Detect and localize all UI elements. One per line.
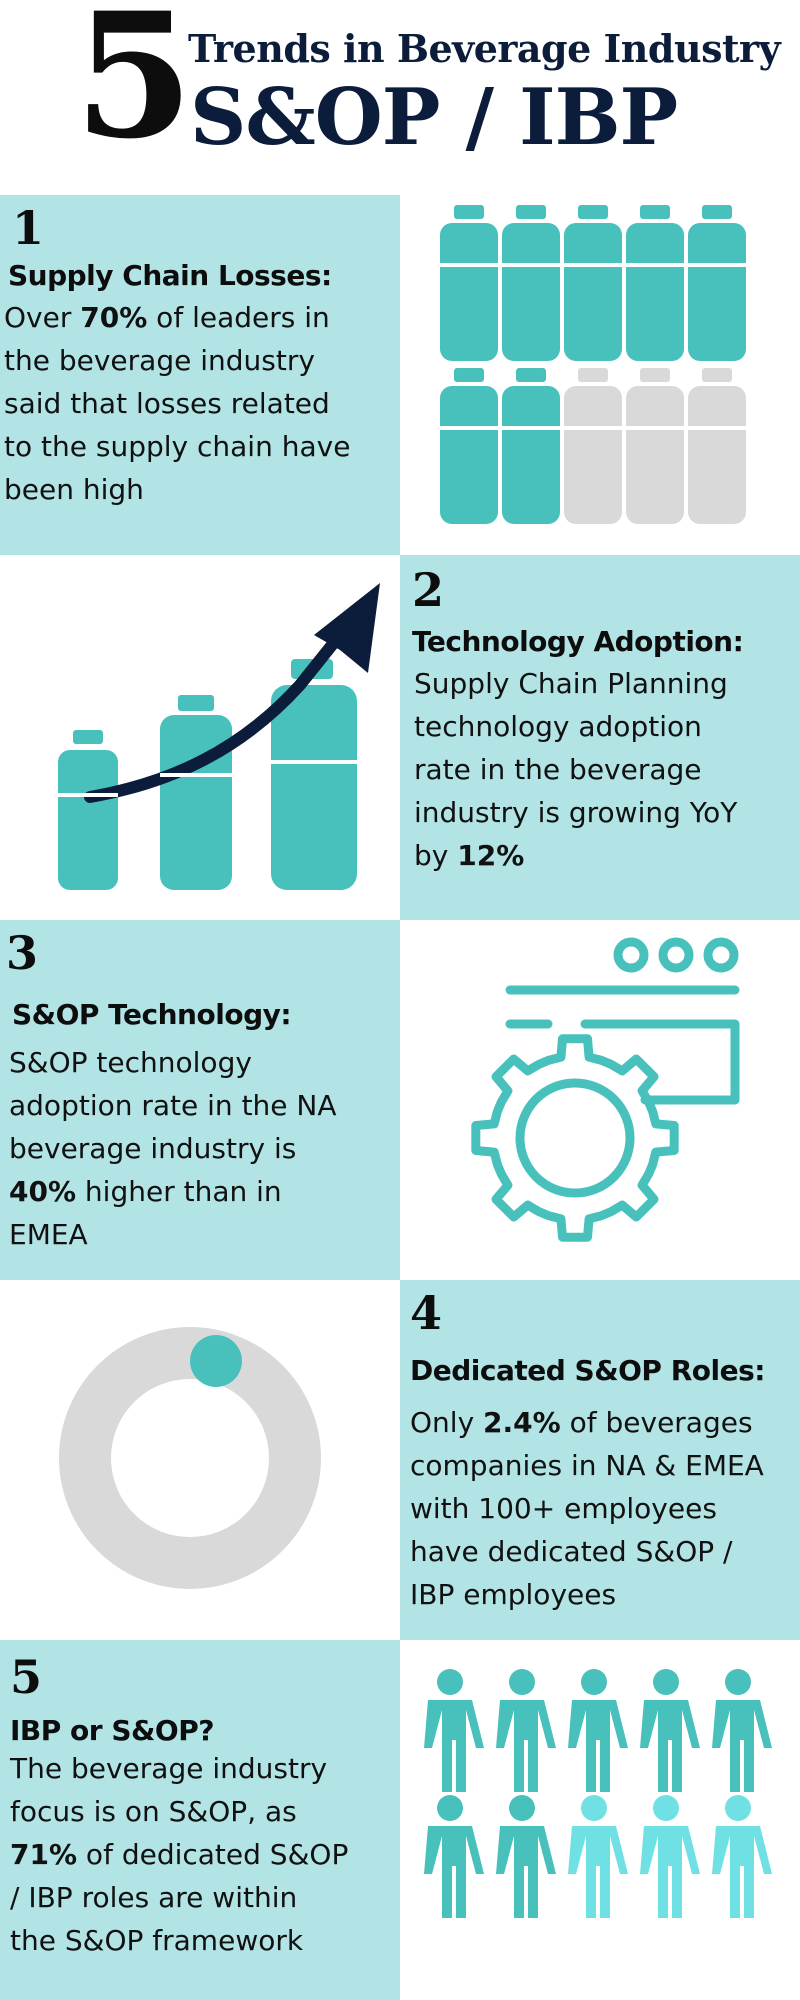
bottle-body	[626, 223, 684, 361]
gear-hole	[515, 1078, 635, 1198]
person-icon	[424, 1669, 484, 1792]
trend-3-graphic-panel	[400, 920, 800, 1280]
person-icon	[640, 1795, 700, 1918]
bottle-body	[564, 386, 622, 524]
bottle-cap	[454, 368, 484, 382]
trend-4-number: 4	[410, 1286, 443, 1340]
trend-2-heading: Technology Adoption:	[412, 625, 744, 658]
trend-5-number: 5	[10, 1650, 43, 1704]
person-icon	[712, 1795, 772, 1918]
trend-2-stat: 12%	[457, 839, 525, 872]
growth-arrow-shaft	[84, 619, 354, 803]
bottle-body	[502, 223, 560, 361]
donut-chart-icon	[59, 1327, 321, 1589]
trend-1-text-panel: 1 Supply Chain Losses: Over 70% of leade…	[0, 195, 400, 555]
window-dot	[658, 937, 694, 973]
bottle-body	[271, 685, 357, 890]
trend-1-graphic-panel	[400, 195, 800, 555]
bottle-band	[564, 263, 622, 267]
person-icon	[568, 1795, 628, 1918]
bottle-band	[626, 426, 684, 430]
bottle-body	[160, 715, 232, 890]
window-frame	[580, 1019, 740, 1105]
bottle-body	[688, 223, 746, 361]
trend-5-body: The beverage industry focus is on S&OP, …	[10, 1752, 349, 1957]
bottle-cap	[578, 205, 608, 219]
bottle-band	[502, 426, 560, 430]
gear-window-icon	[471, 937, 740, 1242]
person-icon	[424, 1795, 484, 1918]
people-grid-icon	[424, 1669, 772, 1918]
bottle-cap	[640, 205, 670, 219]
trend-5-text-panel: 5 IBP or S&OP? The beverage industry foc…	[0, 1640, 400, 2000]
bottle-band	[502, 263, 560, 267]
bottle-cap	[702, 368, 732, 382]
trend-3-heading: S&OP Technology:	[12, 998, 292, 1031]
person-icon	[712, 1669, 772, 1792]
trend-1-heading: Supply Chain Losses:	[8, 259, 332, 292]
trend-3-text-panel: 3 S&OP Technology: S&OP technology adopt…	[0, 920, 400, 1280]
trend-3-number: 3	[6, 926, 39, 980]
donut-value-segment	[190, 1335, 242, 1387]
bottle-cap	[73, 730, 103, 744]
trend-1-stat: 70%	[80, 301, 148, 334]
trend-1-body: Over 70% of leaders in the beverage indu…	[4, 301, 351, 506]
bottle-cap	[178, 695, 214, 711]
bottle-cap	[516, 205, 546, 219]
trend-4-body: Only 2.4% of beverages companies in NA &…	[410, 1406, 764, 1611]
gear-outline	[471, 1034, 679, 1242]
trend-2-body: Supply Chain Planning technology adoptio…	[414, 667, 738, 872]
growth-bottles-arrow-icon	[58, 583, 380, 890]
trend-5-heading: IBP or S&OP?	[10, 1714, 214, 1747]
bottle-band	[440, 426, 498, 430]
bottle-body	[440, 386, 498, 524]
bottle-cap	[578, 368, 608, 382]
bottle-cap	[454, 205, 484, 219]
trend-3-body: S&OP technology adoption rate in the NA …	[9, 1046, 337, 1251]
bottle-band	[688, 426, 746, 430]
bottle-band	[688, 263, 746, 267]
growth-arrow-head	[314, 583, 380, 673]
person-icon	[496, 1669, 556, 1792]
trend-4-stat: 2.4%	[483, 1406, 561, 1439]
trend-1-number: 1	[12, 201, 45, 255]
trend-2-text-panel: 2 Technology Adoption: Supply Chain Plan…	[400, 555, 800, 920]
window-dot	[703, 937, 739, 973]
person-icon	[496, 1795, 556, 1918]
trend-5-stat: 71%	[10, 1838, 78, 1871]
page-header: 5 Trends in Beverage Industry S&OP / IBP	[0, 0, 800, 195]
bottle-body	[688, 386, 746, 524]
trend-2-number: 2	[412, 563, 445, 617]
bottle-band	[564, 426, 622, 430]
bottle-band	[440, 263, 498, 267]
bottle-grid-icon	[440, 205, 746, 524]
header-title: S&OP / IBP	[190, 72, 678, 163]
header-subtitle: Trends in Beverage Industry	[188, 26, 781, 71]
bottle-band	[626, 263, 684, 267]
window-dot	[613, 937, 649, 973]
bottle-cap	[640, 368, 670, 382]
donut-track	[59, 1327, 321, 1589]
person-icon	[568, 1669, 628, 1792]
bottle-body	[626, 386, 684, 524]
trend-2-graphic-panel	[0, 555, 400, 920]
person-icon	[640, 1669, 700, 1792]
bottle-body	[564, 223, 622, 361]
trend-3-stat: 40%	[9, 1175, 77, 1208]
trend-4-heading: Dedicated S&OP Roles:	[410, 1354, 765, 1387]
bottle-body	[58, 750, 118, 890]
bottle-cap	[516, 368, 546, 382]
trend-4-graphic-panel	[0, 1280, 400, 1640]
trend-4-text-panel: 4 Dedicated S&OP Roles: Only 2.4% of bev…	[400, 1280, 800, 1640]
bottle-body	[440, 223, 498, 361]
bottle-body	[502, 386, 560, 524]
bottle-cap	[702, 205, 732, 219]
header-number: 5	[74, 0, 194, 177]
trend-5-graphic-panel	[400, 1640, 800, 2000]
